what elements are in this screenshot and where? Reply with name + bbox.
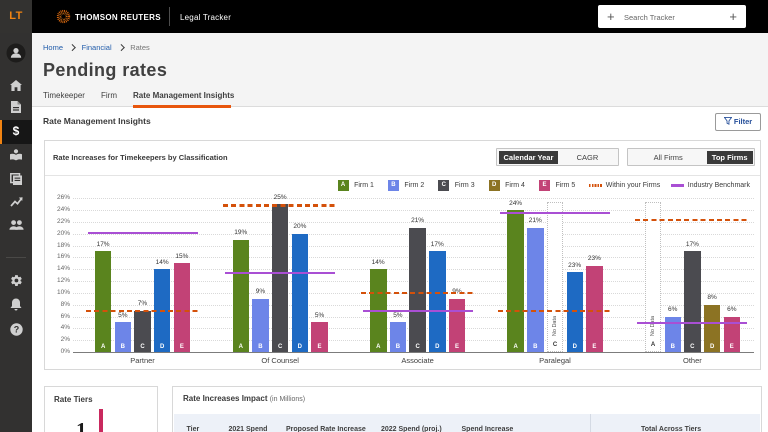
svg-text:?: ? (13, 324, 19, 334)
